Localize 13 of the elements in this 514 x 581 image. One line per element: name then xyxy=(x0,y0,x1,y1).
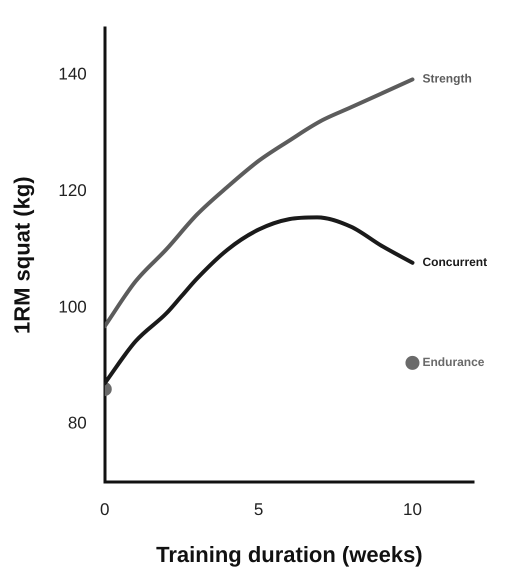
series-label: Endurance xyxy=(422,355,485,370)
y-tick-label: 100 xyxy=(58,297,87,316)
x-axis-title: Training duration (weeks) xyxy=(156,542,423,567)
y-tick-label: 80 xyxy=(68,414,87,433)
series-label: Strength xyxy=(422,72,472,86)
y-tick-label: 140 xyxy=(58,64,87,84)
y-axis-title: 1RM squat (kg) xyxy=(9,176,34,334)
x-tick-label: 0 xyxy=(100,500,110,520)
y-tick-label: 120 xyxy=(58,180,87,200)
series-label: Concurrent xyxy=(422,255,488,270)
line-series xyxy=(104,77,414,328)
x-tick-label: 5 xyxy=(254,500,264,520)
x-tick-label: 10 xyxy=(403,500,422,520)
